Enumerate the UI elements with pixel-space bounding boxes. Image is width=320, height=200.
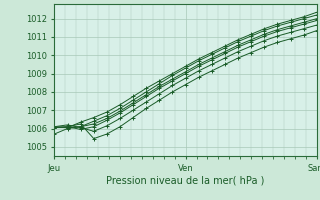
X-axis label: Pression niveau de la mer( hPa ): Pression niveau de la mer( hPa )	[107, 175, 265, 185]
